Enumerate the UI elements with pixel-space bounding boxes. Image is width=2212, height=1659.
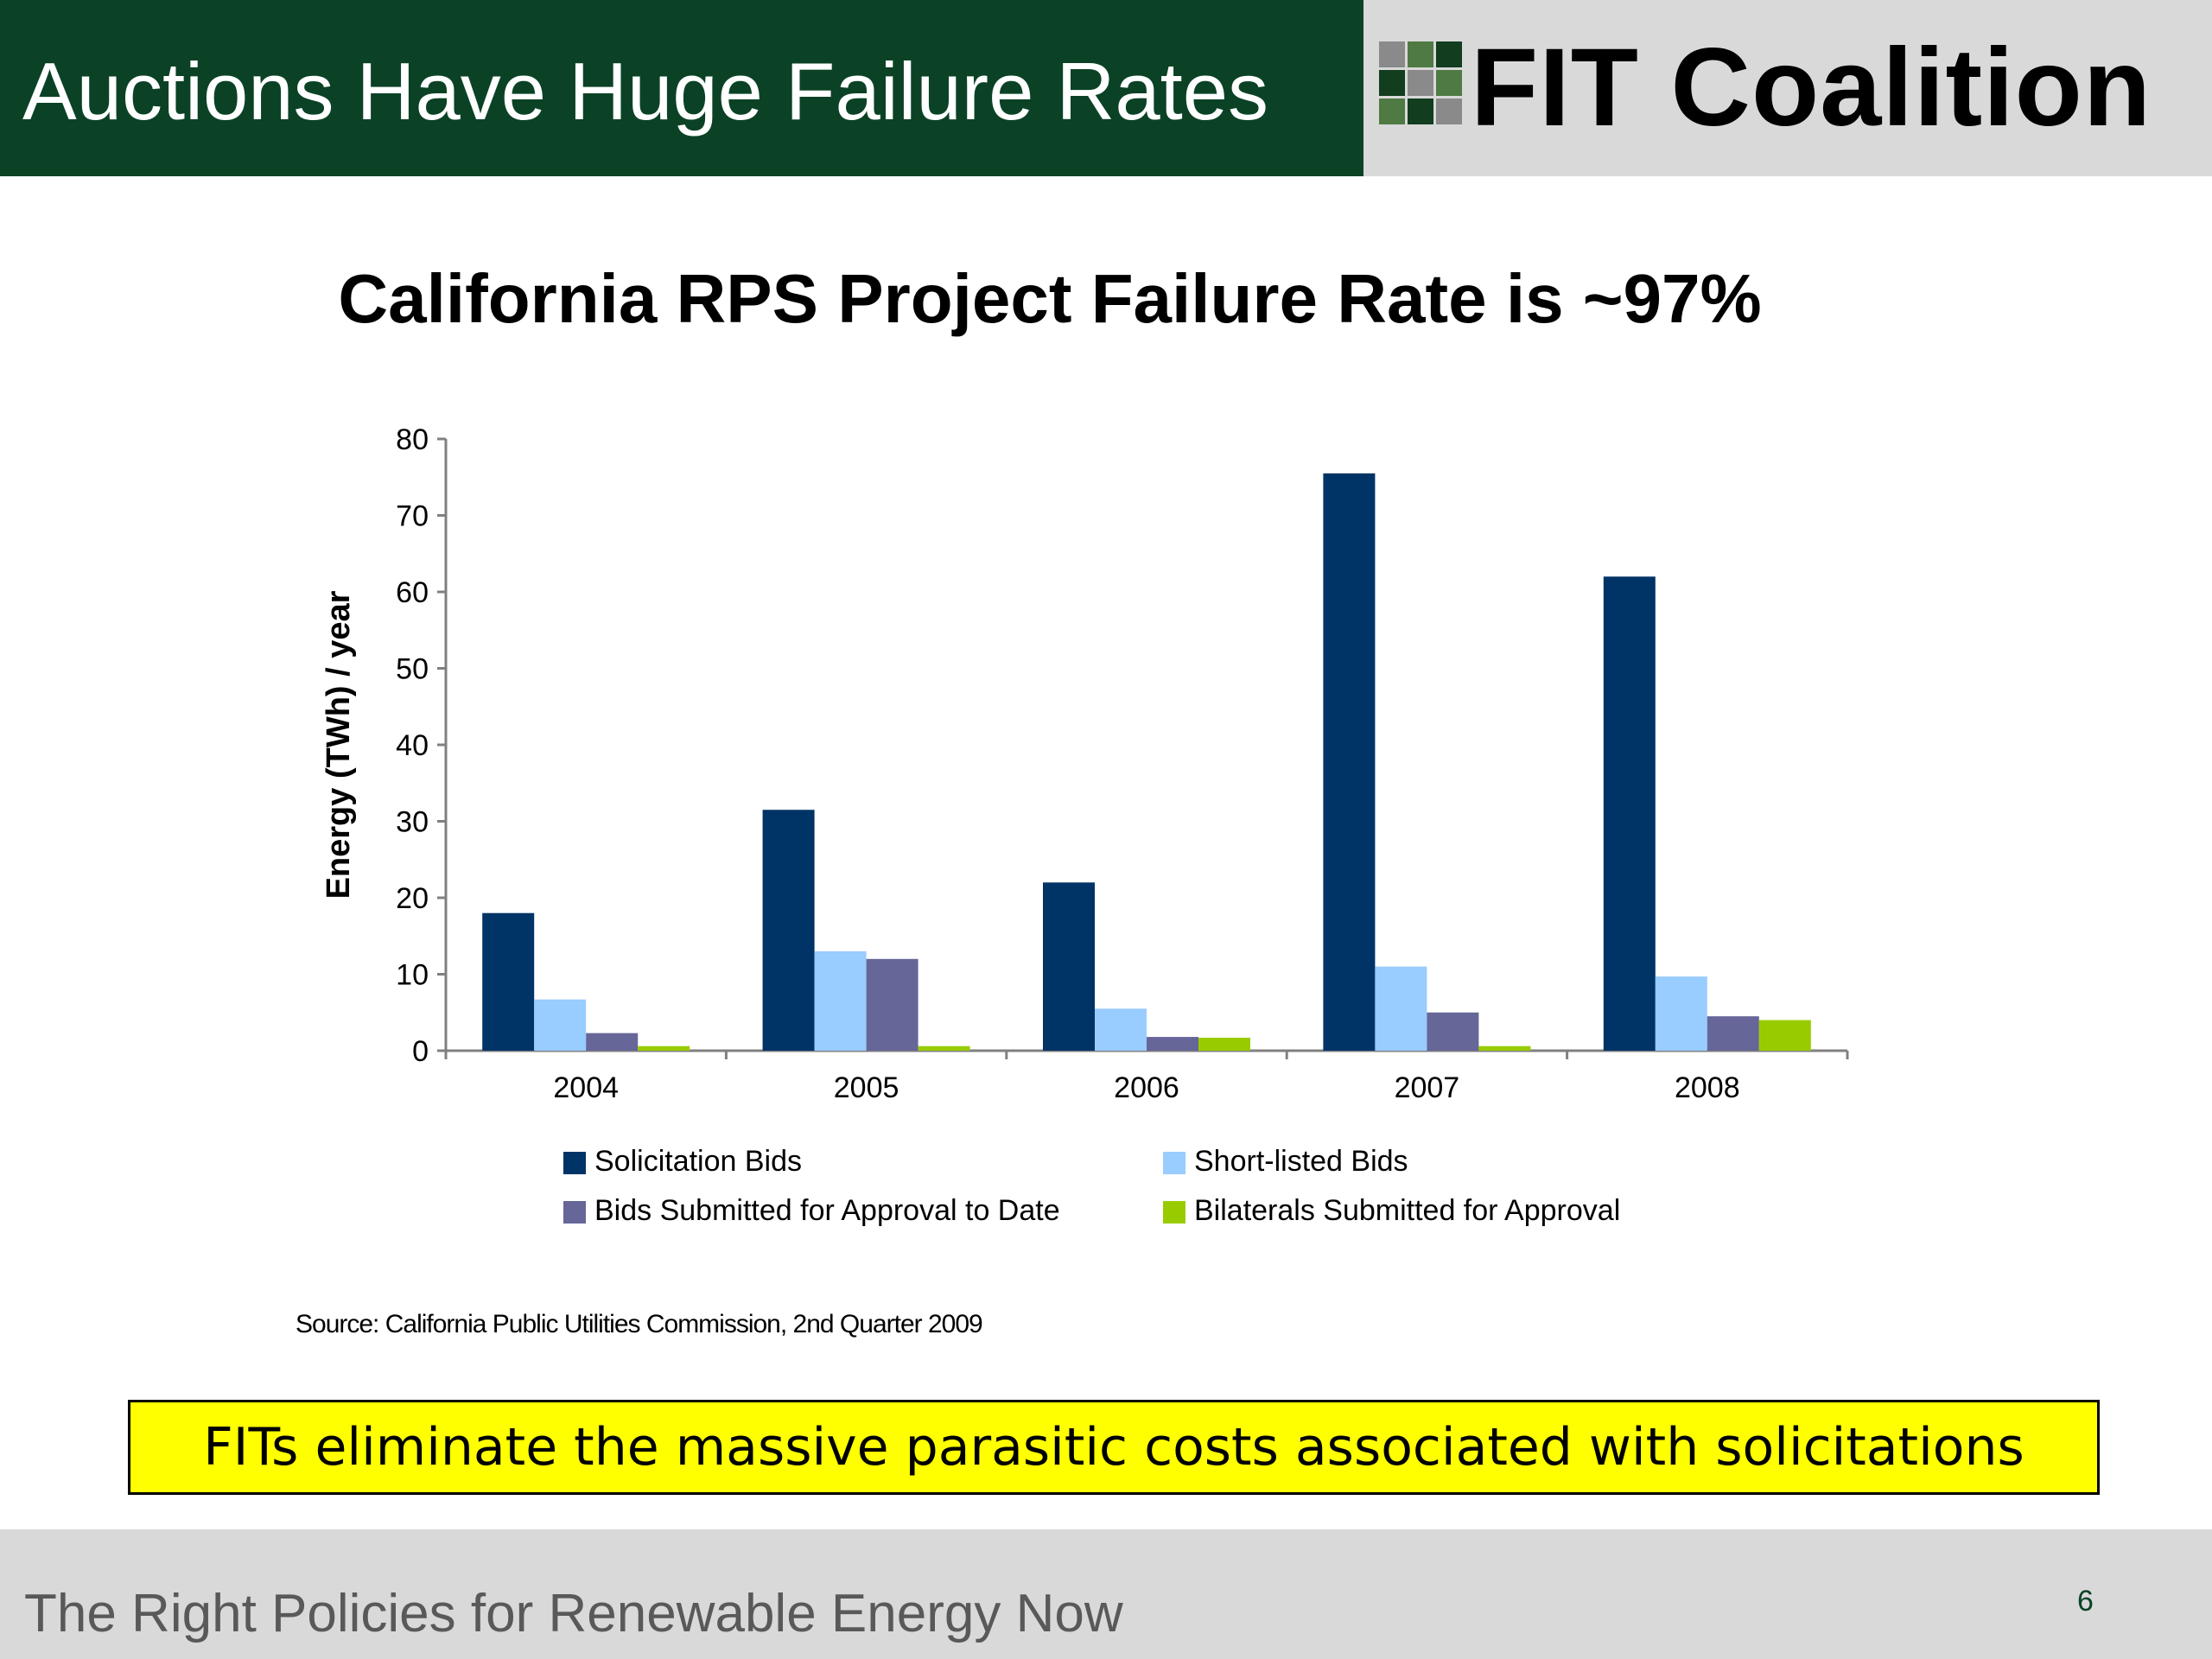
bar-bids-submitted-for-approval-to-date-2004 bbox=[586, 1033, 639, 1051]
bar-bids-submitted-for-approval-to-date-2008 bbox=[1707, 1016, 1759, 1051]
legend-label: Short-listed Bids bbox=[1194, 1145, 1408, 1178]
x-tick-label: 2006 bbox=[1114, 1071, 1179, 1104]
slide-title: Auctions Have Huge Failure Rates bbox=[22, 46, 1269, 137]
bar-short-listed-bids-2008 bbox=[1655, 976, 1707, 1051]
legend-label: Bids Submitted for Approval to Date bbox=[594, 1194, 1060, 1227]
grid-logo-icon bbox=[1379, 41, 1462, 124]
slide-number: 6 bbox=[2077, 1585, 2094, 1618]
y-tick-label: 20 bbox=[396, 882, 429, 915]
footer-tagline: The Right Policies for Renewable Energy … bbox=[24, 1584, 1123, 1643]
legend-swatch bbox=[563, 1201, 586, 1224]
bar-bilaterals-submitted-for-approval-2008 bbox=[1758, 1020, 1811, 1051]
x-tick-label: 2007 bbox=[1395, 1071, 1460, 1104]
legend-swatch bbox=[1163, 1152, 1185, 1174]
bar-short-listed-bids-2004 bbox=[534, 999, 587, 1051]
chart-legend: Solicitation Bids Short-listed Bids Bids S… bbox=[563, 1145, 1620, 1227]
bar-bids-submitted-for-approval-to-date-2005 bbox=[866, 958, 918, 1051]
x-tick-label: 2005 bbox=[834, 1071, 899, 1104]
bar-bilaterals-submitted-for-approval-2004 bbox=[638, 1046, 690, 1051]
logo-text: FIT Coalition bbox=[1471, 26, 2152, 149]
footer-bar bbox=[0, 1529, 2212, 1659]
y-axis-title: Energy (TWh) / year bbox=[321, 590, 357, 899]
chart-bars bbox=[482, 473, 1811, 1051]
bar-chart: 0 10 20 30 40 50 60 70 80 Energy (TWh) / year 2004… bbox=[321, 423, 1849, 1227]
y-tick-label: 10 bbox=[396, 959, 429, 992]
bar-short-listed-bids-2007 bbox=[1375, 966, 1427, 1051]
bar-solicitation-bids-2008 bbox=[1603, 576, 1656, 1051]
x-tick-label: 2004 bbox=[553, 1071, 619, 1104]
bar-bilaterals-submitted-for-approval-2007 bbox=[1478, 1046, 1531, 1051]
chart-axes: 0 10 20 30 40 50 60 70 80 Energy (TWh) / year 2004… bbox=[321, 423, 1849, 1104]
bar-solicitation-bids-2007 bbox=[1323, 473, 1376, 1051]
y-tick-label: 80 bbox=[396, 423, 429, 456]
chart-heading: California RPS Project Failure Rate is ~… bbox=[338, 260, 1762, 337]
callout-box: FITs eliminate the massive parasitic cos… bbox=[128, 1400, 2100, 1495]
y-tick-label: 60 bbox=[396, 576, 429, 609]
bar-bids-submitted-for-approval-to-date-2006 bbox=[1147, 1037, 1198, 1051]
legend-swatch bbox=[1163, 1201, 1185, 1224]
y-tick-label: 30 bbox=[396, 806, 429, 839]
x-tick-label: 2008 bbox=[1675, 1071, 1740, 1104]
legend-swatch bbox=[563, 1152, 586, 1174]
bar-short-listed-bids-2006 bbox=[1095, 1008, 1147, 1051]
source-note: Source: California Public Utilities Comm… bbox=[296, 1310, 983, 1338]
y-tick-label: 40 bbox=[396, 729, 429, 762]
bar-bilaterals-submitted-for-approval-2006 bbox=[1198, 1037, 1250, 1051]
bar-solicitation-bids-2005 bbox=[762, 810, 815, 1051]
logo-bar bbox=[1363, 0, 2212, 176]
bar-solicitation-bids-2006 bbox=[1043, 882, 1095, 1051]
bar-bilaterals-submitted-for-approval-2005 bbox=[918, 1046, 970, 1051]
legend-label: Solicitation Bids bbox=[594, 1145, 802, 1178]
bar-short-listed-bids-2005 bbox=[814, 950, 867, 1051]
title-bar bbox=[0, 0, 1363, 176]
y-tick-label: 50 bbox=[396, 653, 429, 686]
callout-text: FITs eliminate the massive parasitic cos… bbox=[203, 1417, 2024, 1478]
bar-bids-submitted-for-approval-to-date-2007 bbox=[1427, 1012, 1479, 1051]
bar-solicitation-bids-2004 bbox=[482, 912, 535, 1051]
legend-label: Bilaterals Submitted for Approval bbox=[1194, 1194, 1620, 1227]
y-tick-label: 70 bbox=[396, 500, 429, 533]
y-tick-label: 0 bbox=[412, 1035, 429, 1068]
